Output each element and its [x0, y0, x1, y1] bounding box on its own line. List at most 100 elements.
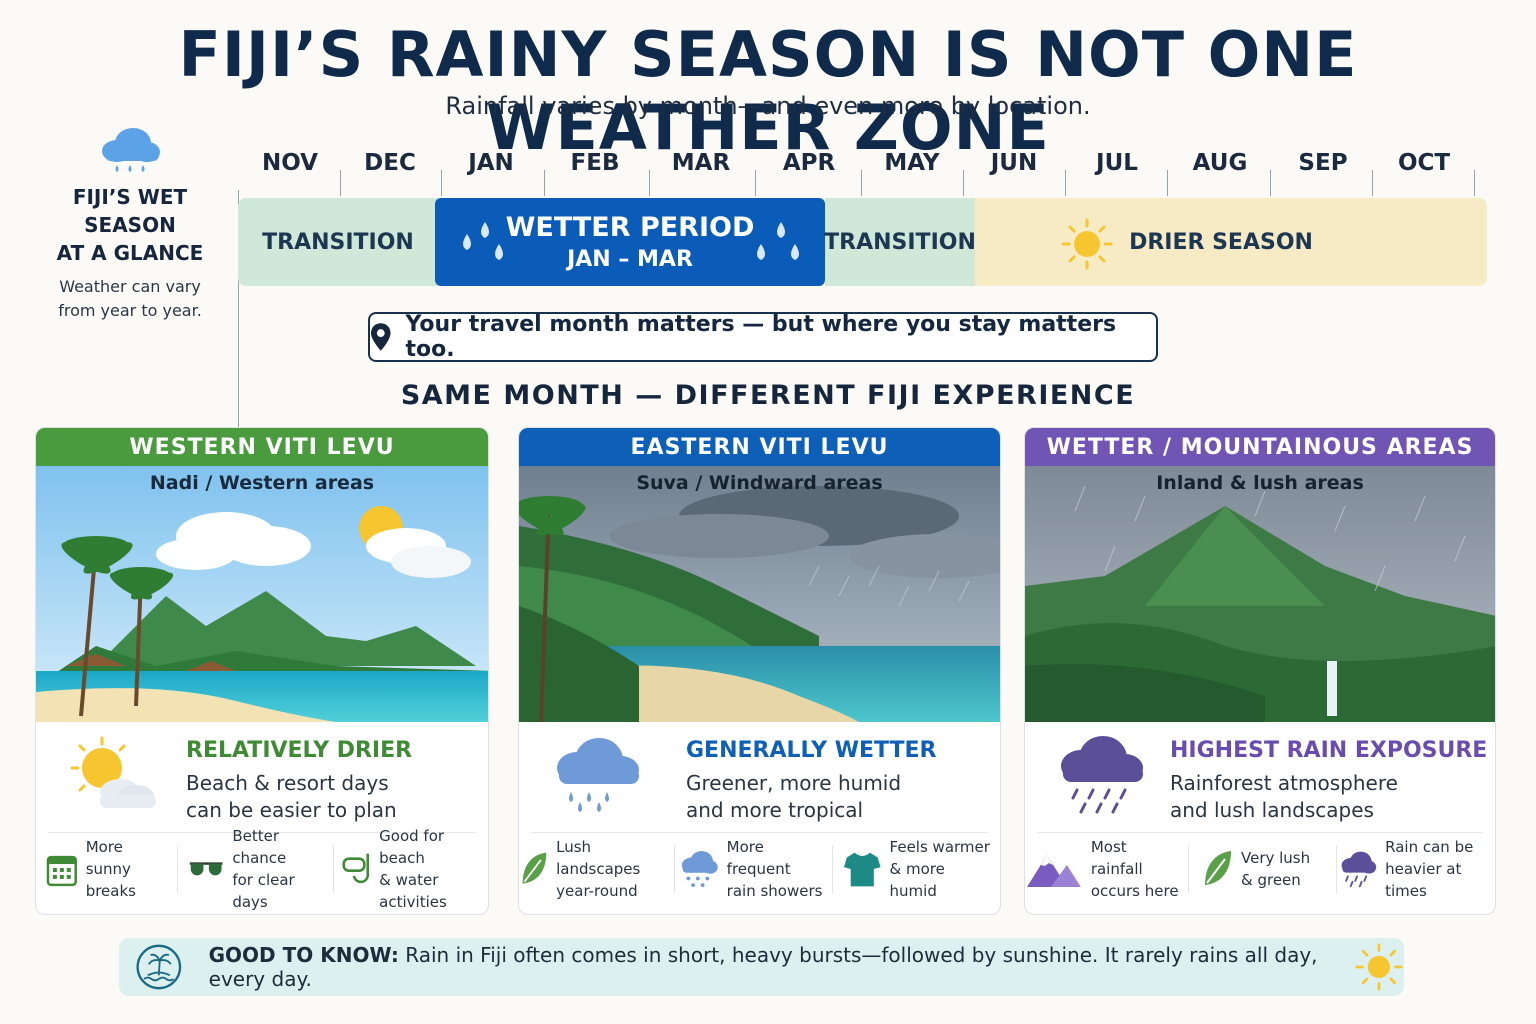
band-label: TRANSITION	[824, 229, 976, 255]
region-card-mountainous: WETTER / MOUNTAINOUS AREAS Inland & lush…	[1024, 427, 1496, 915]
card-title: EASTERN VITI LEVU	[519, 428, 1000, 466]
transition-band-1: TRANSITION	[238, 198, 438, 286]
card-description: Greener, more humid and more tropical	[686, 770, 976, 824]
month-label: NOV	[262, 150, 318, 176]
glance-note-2: from year to year.	[58, 301, 202, 320]
divider	[832, 845, 833, 893]
month-label: DEC	[364, 150, 416, 176]
card-description: Beach & resort days can be easier to pla…	[186, 770, 476, 824]
card-description: Rainforest atmosphere and lush landscape…	[1170, 770, 1460, 824]
month-tick	[1372, 170, 1373, 196]
feature-text: year-round	[556, 882, 638, 900]
month-label: MAR	[671, 150, 731, 176]
page-title: FIJI’S RAINY SEASON IS NOT ONE WEATHER Z…	[178, 18, 1358, 164]
feature-text: rain showers	[726, 882, 823, 900]
feature-item: Rain can be heavier at times	[1337, 838, 1495, 900]
card-heading: RELATIVELY DRIER	[186, 738, 413, 763]
card-description-line: and more tropical	[686, 798, 864, 822]
month-tick	[649, 170, 650, 196]
feature-text: Rain can be	[1385, 838, 1474, 856]
feature-text: occurs here	[1090, 882, 1179, 900]
transition-band-2: TRANSITION	[824, 198, 976, 286]
month-label: OCT	[1397, 150, 1451, 176]
month-label: AUG	[1192, 150, 1248, 176]
divider	[333, 845, 334, 893]
region-card-western: WESTERN VITI LEVU Nadi / Western areas	[35, 427, 489, 915]
month-label: FEB	[570, 150, 620, 176]
glance-note-1: Weather can vary	[59, 277, 201, 296]
divider	[1336, 845, 1337, 893]
month-axis: NOV DEC JAN FEB MAR APR MAY JUN JUL AUG …	[238, 150, 1488, 438]
wetter-period-range: JAN – MAR	[567, 247, 693, 272]
sunglasses-icon	[189, 862, 223, 876]
region-card-eastern: EASTERN VITI LEVU Suva / Windward areas	[518, 427, 1001, 915]
heavy-rain-cloud-icon	[1061, 736, 1143, 814]
feature-text: & more humid	[889, 860, 945, 900]
month-label: APR	[782, 150, 836, 176]
feature-text: Most rainfall	[1090, 838, 1143, 878]
section-heading: SAME MONTH — DIFFERENT FIJI EXPERIENCE	[400, 380, 1136, 411]
feature-text: More frequent	[726, 838, 791, 878]
card-description-line: can be easier to plan	[186, 798, 397, 822]
divider	[674, 845, 675, 893]
month-tick	[861, 170, 862, 196]
feature-item: Lush landscapes year-round	[519, 838, 675, 900]
card-description-line: Rainforest atmosphere	[1170, 771, 1398, 795]
wet-season-glance: FIJI’S WET SEASON AT A GLANCE Weather ca…	[30, 125, 230, 323]
card-summary: HIGHEST RAIN EXPOSURE Rainforest atmosph…	[1025, 722, 1495, 832]
glance-heading-2: AT A GLANCE	[56, 241, 204, 265]
feature-text: Feels warmer	[889, 838, 990, 856]
mountain-icon	[1026, 855, 1081, 887]
sun-icon	[1061, 218, 1113, 270]
month-tick	[340, 170, 341, 196]
feature-text: More sunny	[85, 838, 131, 878]
card-subtitle: Suva / Windward areas	[636, 472, 883, 494]
page-subtitle: Rainfall varies by month—and even more b…	[445, 92, 1091, 120]
feature-item: Feels warmer & more humid	[843, 838, 993, 900]
island-icon	[136, 944, 182, 990]
divider	[1188, 845, 1189, 893]
leaf-icon	[522, 852, 547, 884]
wetter-period-title: WETTER PERIOD	[505, 212, 755, 243]
card-features: More sunny breaks Better chance for clear …	[46, 827, 476, 912]
card-summary: GENERALLY WETTER Greener, more humid and…	[519, 722, 1000, 832]
travel-message-box: Your travel month matters — but where yo…	[368, 312, 1158, 362]
band-label: DRIER SEASON	[1129, 229, 1313, 255]
feature-text: Very lush	[1241, 849, 1311, 867]
calendar-icon	[46, 855, 77, 887]
feature-text: breaks	[85, 882, 136, 900]
mountain-scene-image: Inland & lush areas	[1025, 466, 1495, 722]
western-scene-illustration	[36, 466, 488, 722]
rain-cloud-icon	[681, 851, 718, 887]
feature-text: heavier at times	[1385, 860, 1462, 900]
month-tick	[1167, 170, 1168, 196]
month-tick	[963, 170, 964, 196]
feature-text: Good for beach	[379, 827, 445, 867]
good-to-know-label: GOOD TO KNOW:	[208, 943, 399, 967]
card-description-line: and lush landscapes	[1170, 798, 1374, 822]
feature-item: More frequent rain showers	[677, 838, 833, 900]
card-heading: GENERALLY WETTER	[686, 738, 937, 763]
eastern-scene-illustration	[519, 466, 1000, 722]
feature-text: Better chance	[232, 827, 287, 867]
rain-cloud-icon	[557, 738, 639, 812]
card-description-line: Greener, more humid	[686, 771, 902, 795]
leaf-icon	[1205, 851, 1231, 885]
card-title: WESTERN VITI LEVU	[36, 428, 488, 466]
drier-season-band: DRIER SEASON	[975, 198, 1487, 286]
feature-text: Lush landscapes	[556, 838, 641, 878]
good-to-know-text: GOOD TO KNOW: Rain in Fiji often comes i…	[209, 943, 1333, 991]
card-title: WETTER / MOUNTAINOUS AREAS	[1025, 428, 1495, 466]
card-subtitle: Inland & lush areas	[1156, 472, 1364, 494]
month-tick	[441, 170, 442, 196]
eastern-scene-image: Suva / Windward areas	[519, 466, 1000, 722]
feature-item: Very lush & green	[1201, 841, 1337, 897]
travel-message-text: Your travel month matters — but where yo…	[405, 312, 1117, 362]
feature-item: Most rainfall occurs here	[1025, 838, 1189, 900]
good-to-know-banner: GOOD TO KNOW: Rain in Fiji often comes i…	[119, 938, 1404, 996]
raindrops-icon	[463, 222, 503, 260]
month-tick	[755, 170, 756, 196]
band-label: TRANSITION	[262, 229, 414, 255]
western-scene-image: Nadi / Western areas	[36, 466, 488, 722]
tshirt-icon	[843, 852, 881, 887]
